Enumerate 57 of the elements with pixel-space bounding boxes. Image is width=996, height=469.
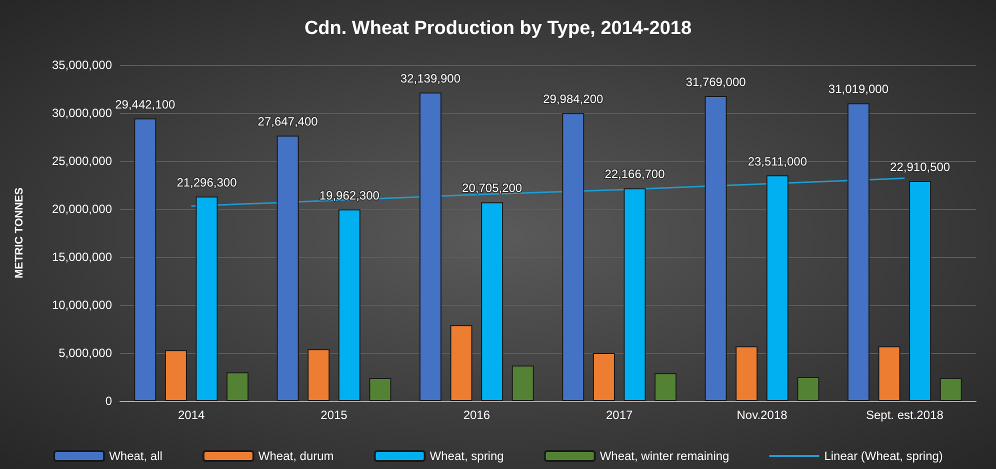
y-tick-label: 15,000,000: [52, 250, 112, 264]
bar: [766, 175, 788, 401]
y-tick-label: 20,000,000: [52, 202, 112, 216]
bar: [940, 378, 962, 401]
bar: [481, 202, 504, 401]
y-tick-label: 35,000,000: [52, 58, 112, 72]
x-tick-label: Nov.2018: [736, 408, 788, 422]
x-tick-label: 2015: [320, 408, 348, 422]
data-label: 19,962,300: [319, 188, 380, 202]
legend-label: Wheat, spring: [430, 449, 504, 463]
bar: [704, 96, 727, 401]
data-label: 22,910,500: [890, 160, 950, 174]
y-tick-label: 5,000,000: [58, 346, 112, 360]
legend-label: Wheat, durum: [258, 449, 334, 463]
data-label: 29,442,100: [115, 97, 176, 112]
bar: [624, 188, 646, 401]
data-label: 21,296,300: [176, 176, 238, 190]
y-tick-label: 0: [105, 394, 112, 408]
legend-label: Wheat, winter remaining: [600, 449, 730, 463]
bar: [562, 113, 584, 401]
bar: [592, 353, 615, 401]
bar: [308, 349, 330, 401]
x-tick-label: 2014: [178, 408, 206, 422]
y-tick-label: 25,000,000: [52, 154, 112, 168]
bar: [276, 136, 299, 401]
bar: [450, 325, 472, 401]
bar: [134, 118, 156, 401]
data-label: 27,647,400: [258, 114, 318, 129]
bar: [512, 365, 534, 401]
y-tick-label: 30,000,000: [52, 106, 112, 120]
legend-label: Linear (Wheat, spring): [824, 449, 943, 463]
bar: [226, 372, 249, 401]
bar: [196, 196, 218, 401]
data-label: 29,984,200: [543, 92, 604, 106]
data-label: 32,139,900: [400, 71, 461, 86]
chart-title: Cdn. Wheat Production by Type, 2014-2018: [304, 18, 692, 39]
bar: [797, 377, 820, 401]
bar: [736, 346, 758, 401]
y-tick-label: 10,000,000: [52, 298, 112, 312]
data-label: 31,769,000: [686, 75, 746, 90]
x-tick-label: Sept. est.2018: [866, 408, 944, 422]
bar: [847, 103, 870, 401]
x-tick-label: 2016: [463, 408, 490, 422]
bar: [369, 378, 392, 401]
bar: [909, 181, 932, 401]
y-axis-title: METRIC TONNES: [14, 188, 26, 278]
legend-label: Wheat, all: [109, 449, 162, 463]
data-label: 20,705,200: [462, 181, 522, 196]
data-label: 22,166,700: [604, 167, 666, 182]
bar: [878, 346, 900, 401]
bar: [164, 350, 187, 401]
data-label: 23,511,000: [748, 154, 808, 168]
x-tick-label: 2017: [606, 408, 634, 422]
bar: [654, 373, 677, 401]
data-label: 31,019,000: [828, 82, 889, 96]
bar: [419, 92, 442, 401]
bar: [338, 209, 360, 401]
